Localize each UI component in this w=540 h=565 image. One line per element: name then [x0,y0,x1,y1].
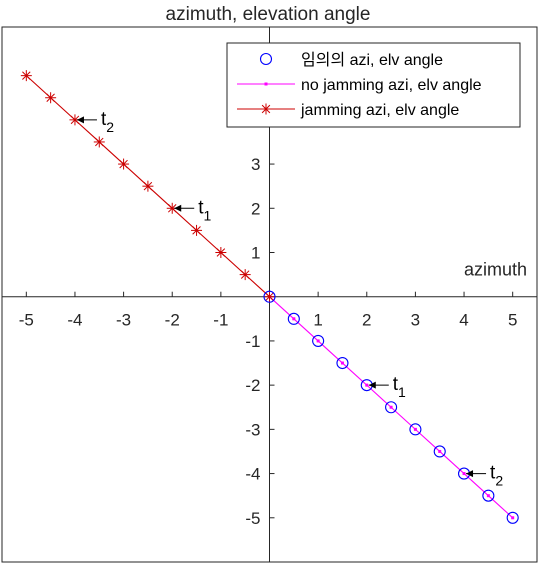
annotation-label: t2 [490,463,503,489]
data-point [191,224,203,236]
data-point [486,494,490,498]
x-tick-label: -2 [165,311,180,330]
x-tick-label: 3 [411,311,420,330]
x-tick-label: 1 [313,311,322,330]
annotation: t1 [174,197,212,223]
data-point [118,158,130,170]
data-point [389,405,393,409]
data-point [409,423,422,436]
annotation-arrowhead [174,204,182,212]
annotation: t1 [368,374,406,400]
legend-entry-1: 임의의 azi, elv angle [259,51,443,69]
legend-marker [259,52,273,66]
data-point [365,383,369,387]
series-3 [20,70,275,303]
x-tick-label: 5 [508,311,517,330]
data-point [142,180,154,192]
y-tick-label: 2 [251,199,260,218]
data-point [45,92,57,104]
y-tick-label: 3 [251,155,260,174]
data-point [215,246,227,258]
legend-entry-2: no jamming azi, elv angle [237,77,482,94]
data-point [511,516,515,520]
data-point [20,70,32,82]
annotation-label: t1 [393,374,406,400]
x-tick-label: -1 [213,311,228,330]
legend-marker [264,82,268,86]
data-point [506,511,519,524]
data-point [438,449,442,453]
annotation-arrowhead [368,381,376,389]
axes-layer: -5 -4 -3 -2 -1 1 2 3 4 5 -5 -4 -3 -2 -1 1 2 3 azimuth [2,27,537,562]
legend-box [226,42,521,128]
legend-label: jamming azi, elv angle [300,102,459,119]
data-point [336,356,349,370]
data-point [433,445,446,458]
annotation-label: t1 [198,197,211,223]
x-tick-label: -4 [67,311,82,330]
series-1 [263,290,519,524]
annotation-layer: t2 t1 t1 t2 [76,109,503,489]
y-tick-label: -2 [245,376,260,395]
x-axis-label: azimuth [464,260,527,280]
data-point [462,472,466,476]
chart-title: azimuth, elevation angle [166,4,371,25]
data-point [385,401,398,414]
legend-label: no jamming azi, elv angle [301,77,482,94]
data-point [264,291,275,303]
legend: 임의의 azi, elv angle no jamming azi, elv an… [226,42,521,128]
y-tick-label: -1 [245,332,260,351]
data-point [413,427,417,431]
data-point [239,269,251,281]
data-point [287,312,300,325]
data-point [340,361,344,365]
annotation-label: t2 [101,109,114,135]
data-point [93,136,105,148]
data-point [292,317,296,321]
legend-entry-3: jamming azi, elv angle [237,102,459,119]
annotation-arrowhead [76,116,84,124]
y-tick-label: 1 [251,243,260,262]
data-point [316,339,320,343]
x-tick-label: 4 [459,311,468,330]
annotation: t2 [466,463,503,489]
data-point [482,489,495,502]
y-tick-label: -3 [245,420,260,439]
annotation-arrowhead [466,470,474,478]
x-tick-label: -5 [19,311,34,330]
y-tick-label: -4 [245,465,260,484]
x-tick-label: -3 [116,311,131,330]
data-point [312,334,325,347]
series-layer [20,70,519,524]
data-point [263,290,276,303]
data-point [166,202,178,214]
legend-label: 임의의 azi, elv angle [301,51,443,69]
legend-marker [260,103,272,115]
annotation: t2 [76,109,114,135]
y-tick-label: -5 [245,509,260,528]
x-tick-label: 2 [362,311,371,330]
